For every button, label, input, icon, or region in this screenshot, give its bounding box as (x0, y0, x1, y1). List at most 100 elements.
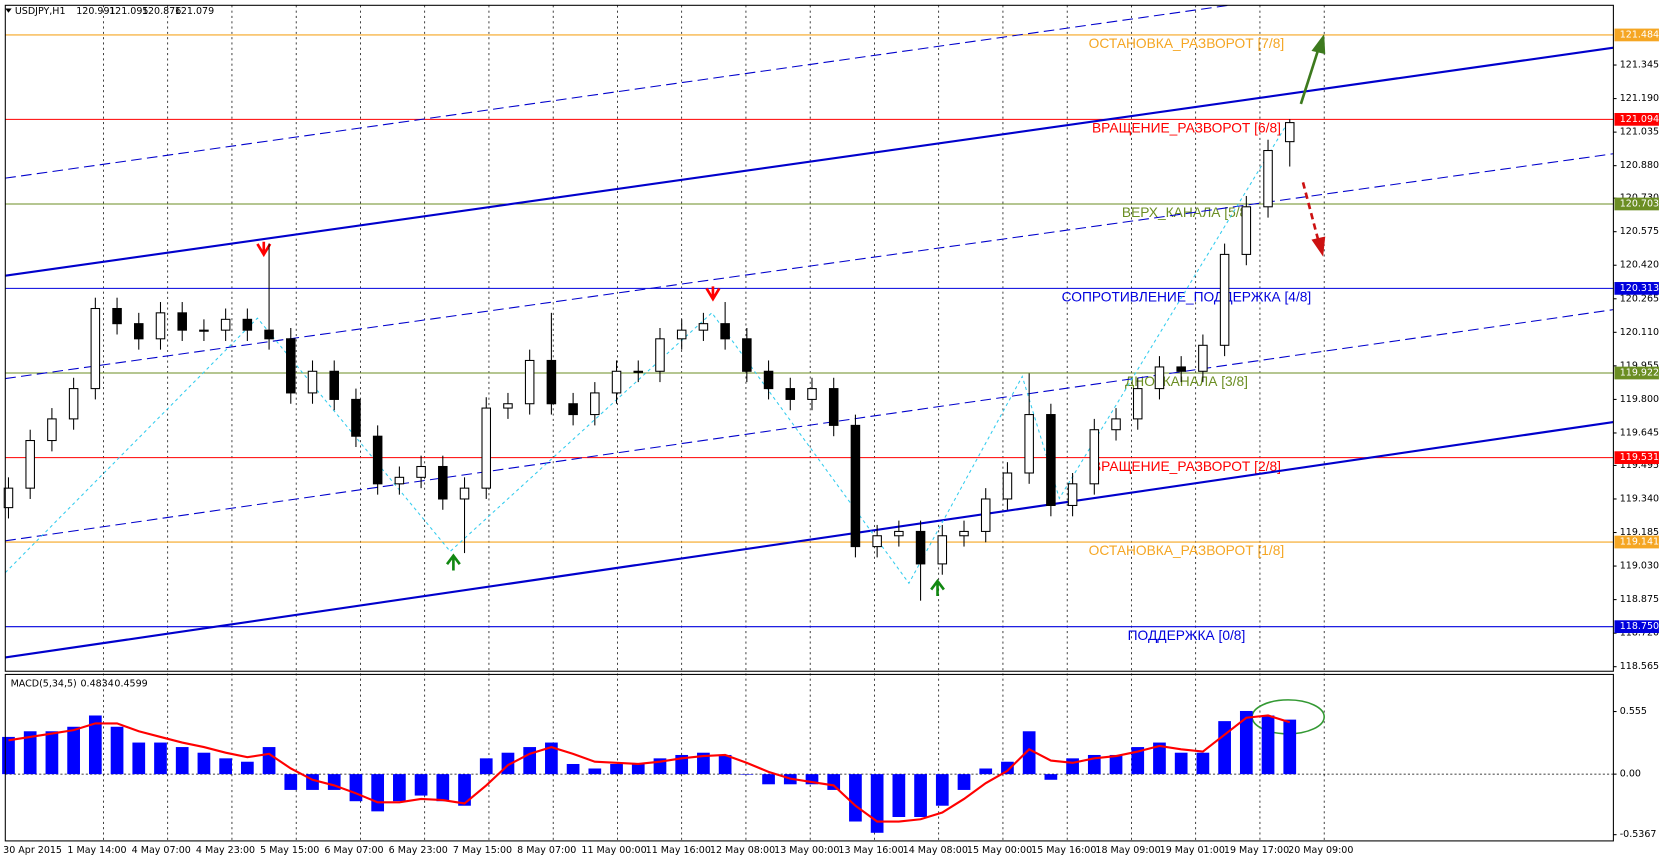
candle-body (481, 407, 492, 489)
level-label: СОПРОТИВЛЕНИЕ_ПОДДЕРЖКА [4/8] (1062, 290, 1312, 305)
candle-body (959, 530, 969, 537)
histogram-bar (1109, 754, 1123, 775)
price-frame (4, 4, 1614, 672)
y-tick-label: 119.800 (1620, 394, 1659, 405)
histogram-bar (914, 774, 927, 817)
histogram-bar (1153, 742, 1166, 775)
x-tick-label: 15 May 00:00 (967, 845, 1032, 856)
signal-line (8, 714, 1291, 823)
histogram-bar (458, 774, 471, 806)
level-price-box (1614, 112, 1659, 126)
level-label: ВЕРХ_КАНАЛА [5/8] (1122, 205, 1251, 220)
x-tick-label: 19 May 17:00 (1224, 845, 1289, 856)
level-label: ПОДДЕРЖКА [0/8] (1128, 628, 1246, 643)
candle-body (785, 388, 796, 400)
x-tick-label: 15 May 16:00 (1031, 845, 1096, 856)
candle-body (1046, 414, 1056, 506)
histogram-bar (870, 774, 884, 833)
candle-body (872, 535, 882, 548)
y-tick-label: 118.565 (1620, 661, 1659, 672)
candle-body (1002, 472, 1013, 500)
candle-body (850, 424, 861, 548)
candle-body (611, 370, 622, 394)
histogram-bar (805, 774, 819, 785)
macd-title: MACD(5,34,5) (11, 678, 77, 689)
x-tick-label: 11 May 00:00 (581, 845, 646, 856)
candle-body (459, 487, 470, 500)
candle-body (1241, 206, 1252, 255)
histogram-bar (1044, 774, 1058, 780)
level-price-box (1614, 366, 1659, 380)
y-tick-label: 121.345 (1620, 60, 1659, 71)
candle-body (915, 530, 926, 565)
candle-body (264, 329, 274, 340)
candle-body (199, 329, 209, 332)
menu-icon (5, 8, 12, 13)
candle-body (177, 312, 187, 331)
candle-body (1089, 429, 1100, 485)
x-tick-label: 13 May 00:00 (774, 845, 839, 856)
candle-body (980, 498, 991, 532)
level-label: ВРАЩЕНИЕ_РАЗВОРОТ [2/8] (1092, 459, 1281, 474)
header-high: 121.095 (109, 6, 148, 17)
x-tick-label: 8 May 07:00 (517, 845, 576, 856)
histogram-bar (935, 774, 949, 806)
x-tick-label: 13 May 16:00 (838, 845, 903, 856)
candle-body (828, 388, 839, 426)
candle-body (286, 338, 296, 394)
candle-body (1198, 344, 1208, 372)
x-tick-label: 30 Apr 2015 (3, 845, 62, 856)
histogram-bar (414, 774, 428, 796)
signal-up (930, 578, 945, 596)
candle-body (568, 403, 578, 416)
histogram-bar (197, 752, 211, 775)
candle-body (134, 323, 144, 340)
x-tick-label: 6 May 23:00 (389, 845, 448, 856)
candle-body (1176, 366, 1186, 372)
histogram-bar (284, 774, 298, 790)
level-label: ВРАЩЕНИЕ_РАЗВОРОТ [6/8] (1092, 121, 1281, 136)
level-price: 119.922 (1620, 368, 1659, 379)
histogram-bar (588, 768, 602, 775)
macd-value: 0.4834 (81, 678, 114, 689)
histogram-bar (349, 774, 363, 802)
histogram-bar (371, 774, 385, 812)
histogram-bar (740, 774, 754, 775)
y-tick-label: 0.00 (1620, 769, 1641, 780)
candle-body (503, 403, 513, 409)
level-label: ДНО_КАНАЛА [3/8] (1125, 374, 1248, 389)
x-tick-label: 1 May 14:00 (67, 845, 126, 856)
y-tick-label: 119.030 (1620, 561, 1659, 572)
candle-body (112, 307, 122, 325)
arrow-up-head (1311, 33, 1326, 55)
histogram-bar (1174, 752, 1188, 775)
candle-body (720, 323, 730, 340)
candle-body (351, 398, 361, 437)
histogram-bar (45, 731, 59, 775)
candle-body (242, 318, 253, 331)
level-price-box (1614, 535, 1659, 549)
x-tick-label: 19 May 01:00 (1160, 845, 1225, 856)
histogram-bar (393, 774, 406, 802)
y-tick-label: 121.190 (1620, 93, 1659, 104)
candle-body (698, 323, 709, 331)
candle-body (68, 388, 79, 420)
x-tick-label: 11 May 16:00 (646, 845, 711, 856)
arrow-down (1301, 182, 1320, 239)
x-tick-label: 12 May 08:00 (710, 845, 775, 856)
level-price: 121.484 (1620, 29, 1659, 40)
x-tick-label: 20 May 09:00 (1288, 845, 1353, 856)
candle-body (742, 338, 752, 372)
histogram-bar (88, 715, 102, 775)
channel-dashed (5, 153, 1614, 380)
arrow-down-head (1311, 236, 1326, 257)
signal-up (445, 553, 461, 571)
candle-body (1067, 483, 1078, 506)
histogram-bar (479, 758, 493, 775)
level-price: 119.141 (1620, 537, 1659, 548)
level-price: 120.703 (1620, 198, 1659, 209)
candle-body (90, 307, 101, 390)
y-tick-label: 119.185 (1620, 527, 1659, 538)
